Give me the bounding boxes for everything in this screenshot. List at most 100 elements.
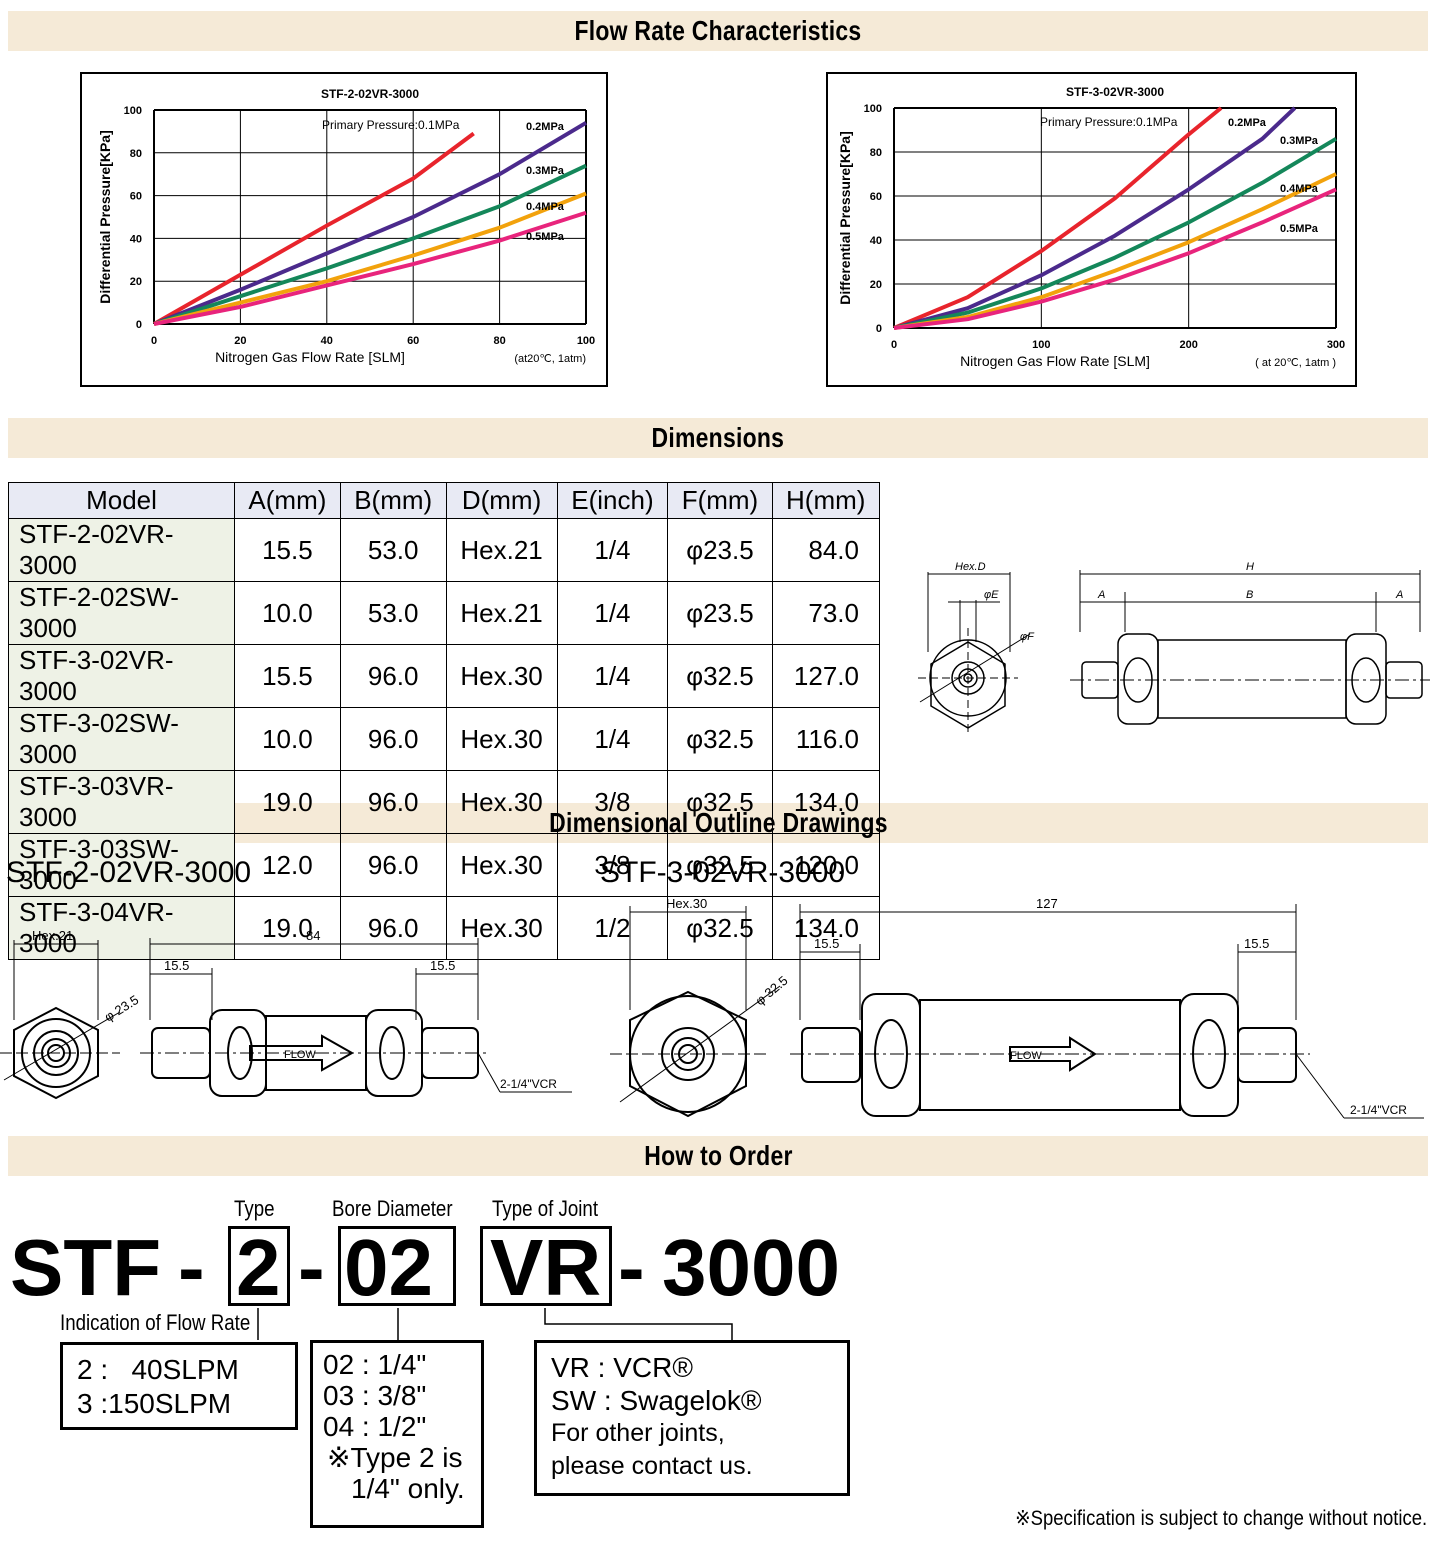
order-dash-2: -	[298, 1223, 325, 1312]
table-cell: STF-2-02VR-3000	[8, 518, 235, 582]
series-label: 0.3MPa	[526, 165, 565, 177]
table-cell: 116.0	[771, 707, 880, 771]
order-joint-value: VR	[490, 1223, 602, 1312]
table-cell: 96.0	[339, 770, 447, 834]
table-cell: 1/4	[556, 581, 669, 645]
x-tick-label: 40	[321, 335, 333, 347]
table-cell: Hex.30	[445, 644, 558, 708]
table-cell: STF-3-04VR-3000	[8, 896, 235, 960]
table-cell: Hex.21	[445, 581, 558, 645]
label-flow-rate: Indication of Flow Rate	[60, 1310, 251, 1335]
table-cell: φ23.5	[667, 518, 773, 582]
table-row: STF-3-02SW-3000 10.0 96.0 Hex.30 1/4 φ32.5 116…	[8, 707, 880, 771]
table-header-row: Model A(mm) B(mm) D(mm) E(inch) F(mm) H(mm)	[8, 482, 880, 519]
section-header-dimensions: Dimensions	[8, 418, 1428, 458]
table-row: STF-2-02SW-3000 10.0 53.0 Hex.21 1/4 φ23.5 73.…	[8, 581, 880, 645]
chart-note: (at20℃, 1atm)	[514, 353, 586, 365]
series-line	[153, 163, 587, 326]
order-dash-1: -	[178, 1223, 205, 1312]
x-axis-label: Nitrogen Gas Flow Rate [SLM]	[960, 353, 1150, 369]
table-cell: STF-3-03VR-3000	[8, 770, 235, 834]
series-label: Primary Pressure:0.1MPa	[1040, 115, 1178, 129]
table-cell: 53.0	[339, 518, 447, 582]
table-cell: 15.5	[234, 644, 341, 708]
chart-title: STF-2-02VR-3000	[321, 87, 419, 101]
x-tick-label: 80	[493, 335, 505, 347]
table-cell: 19.0	[234, 896, 341, 960]
column-header: Model	[8, 482, 235, 519]
outline-left-joint: 2-1/4"VCR	[500, 1077, 557, 1091]
order-prefix: STF	[10, 1223, 162, 1312]
table-cell: 84.0	[771, 518, 880, 582]
y-tick-label: 100	[864, 103, 882, 115]
column-header: E(inch)	[556, 482, 669, 519]
table-cell: Hex.21	[445, 518, 558, 582]
table-cell: 53.0	[339, 581, 447, 645]
series-label: 0.5MPa	[1280, 223, 1319, 235]
flow-chart-stf2: 0 20 40 60 80 100 0 20 40 60 80 100 Primary Pressure…	[80, 72, 608, 387]
series-label: 0.4MPa	[1280, 183, 1319, 195]
table-cell: 3/8	[556, 770, 669, 834]
label-bore: Bore Diameter	[332, 1196, 453, 1221]
table-cell: 96.0	[339, 833, 447, 897]
label-joint: Type of Joint	[492, 1196, 599, 1221]
y-tick-label: 60	[870, 191, 882, 203]
series-line	[153, 210, 587, 326]
series-line	[153, 131, 475, 326]
outline-right-dia: φ 32.5	[752, 973, 790, 1008]
y-tick-label: 80	[870, 147, 882, 159]
outline-right-joint: 2-1/4"VCR	[1350, 1103, 1407, 1117]
table-cell: 96.0	[339, 707, 447, 771]
outline-title-left: STF-2-02VR-3000	[6, 856, 252, 889]
order-bore-value: 02	[344, 1223, 433, 1312]
table-cell: 10.0	[234, 581, 341, 645]
x-tick-label: 100	[1032, 339, 1050, 351]
series-line	[893, 106, 1297, 330]
table-cell: φ23.5	[667, 581, 773, 645]
order-connectors	[257, 1308, 733, 1342]
outline-right-a2: 15.5	[1244, 936, 1269, 951]
table-cell: 96.0	[339, 644, 447, 708]
bore-line-1: 02 : 1/4"	[323, 1349, 427, 1380]
y-tick-label: 20	[870, 279, 882, 291]
outline-left-flow: FLOW	[284, 1049, 316, 1061]
flow-chart-stf3: 0 100 200 300 0 20 40 60 80 100 Primary Pressure:0…	[826, 72, 1357, 387]
bore-line-3: 04 : 1/2"	[323, 1411, 427, 1442]
column-header: D(mm)	[445, 482, 558, 519]
order-suffix: 3000	[662, 1223, 840, 1312]
dimensions-table: Model A(mm) B(mm) D(mm) E(inch) F(mm) H(mm) ST…	[8, 482, 880, 960]
table-row: STF-2-02VR-3000 15.5 53.0 Hex.21 1/4 φ23.5 84.…	[8, 518, 880, 582]
table-cell: φ32.5	[667, 644, 773, 708]
series-label: 0.3MPa	[1280, 135, 1319, 147]
table-cell: 1/4	[556, 644, 669, 708]
table-cell: 1/2	[556, 896, 669, 960]
bore-line-2: 03 : 3/8"	[323, 1380, 427, 1411]
section-header-order: How to Order	[8, 1136, 1428, 1176]
outline-drawing-left: Hex.21 φ 23.5 84 15.5 15.5 FLOW 2-1/4"VC…	[0, 928, 572, 1100]
x-tick-label: 60	[407, 335, 419, 347]
x-tick-label: 100	[577, 335, 595, 347]
y-tick-label: 100	[124, 105, 142, 117]
table-cell: 10.0	[234, 707, 341, 771]
table-cell: 134.0	[771, 896, 880, 960]
chart-svg: 0 100 200 300 0 20 40 60 80 100 Primary Pressure:0…	[837, 85, 1345, 369]
column-header: B(mm)	[339, 482, 447, 519]
y-axis-label: Differential Pressure[KPa]	[837, 131, 853, 305]
table-cell: 73.0	[771, 581, 880, 645]
y-tick-label: 0	[876, 323, 882, 335]
order-joint-box	[480, 1226, 612, 1306]
outline-right-flow: FLOW	[1010, 1050, 1042, 1062]
table-cell: φ32.5	[667, 770, 773, 834]
outline-title-right: STF-3-02VR-3000	[600, 856, 846, 889]
outline-right-hex: Hex.30	[666, 896, 707, 911]
flow-line-2: 3 :150SLPM	[77, 1388, 232, 1419]
order-type-box	[228, 1226, 290, 1306]
outline-right-length: 127	[1036, 896, 1058, 911]
joint-line-1: VR : VCR®	[551, 1352, 693, 1383]
chart-svg: 0 20 40 60 80 100 0 20 40 60 80 100 Primary Pressure…	[97, 87, 595, 365]
outline-left-length: 84	[306, 928, 320, 943]
table-cell: 1/4	[556, 707, 669, 771]
outline-right-a1: 15.5	[814, 936, 839, 951]
label-a-left: A	[1097, 589, 1105, 601]
y-tick-label: 60	[130, 191, 142, 203]
